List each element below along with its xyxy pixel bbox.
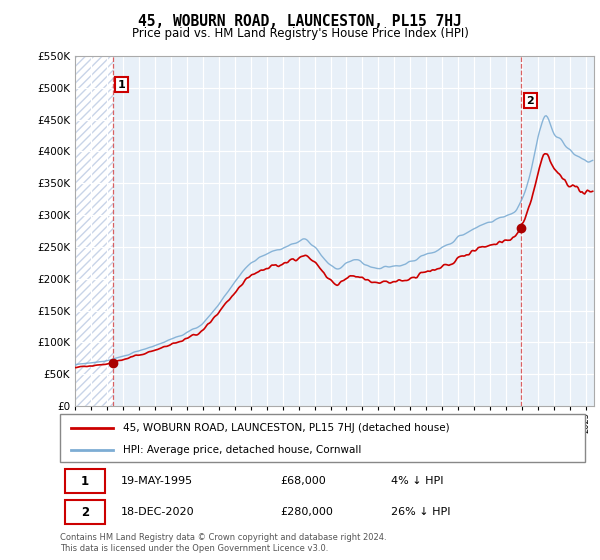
- Text: Price paid vs. HM Land Registry's House Price Index (HPI): Price paid vs. HM Land Registry's House …: [131, 27, 469, 40]
- Text: 2: 2: [526, 96, 534, 105]
- Text: HPI: Average price, detached house, Cornwall: HPI: Average price, detached house, Corn…: [123, 445, 361, 455]
- Text: 18-DEC-2020: 18-DEC-2020: [121, 507, 194, 517]
- Text: 1: 1: [81, 475, 89, 488]
- Text: £68,000: £68,000: [281, 476, 326, 486]
- Text: 1: 1: [118, 80, 125, 90]
- FancyBboxPatch shape: [60, 414, 585, 462]
- Text: 26% ↓ HPI: 26% ↓ HPI: [391, 507, 450, 517]
- FancyBboxPatch shape: [65, 500, 104, 524]
- Bar: [75, 50, 113, 406]
- Text: £280,000: £280,000: [281, 507, 334, 517]
- Text: 19-MAY-1995: 19-MAY-1995: [121, 476, 193, 486]
- Text: 45, WOBURN ROAD, LAUNCESTON, PL15 7HJ (detached house): 45, WOBURN ROAD, LAUNCESTON, PL15 7HJ (d…: [123, 423, 449, 433]
- Text: 45, WOBURN ROAD, LAUNCESTON, PL15 7HJ: 45, WOBURN ROAD, LAUNCESTON, PL15 7HJ: [138, 14, 462, 29]
- Text: Contains HM Land Registry data © Crown copyright and database right 2024.
This d: Contains HM Land Registry data © Crown c…: [60, 533, 386, 553]
- FancyBboxPatch shape: [65, 469, 104, 493]
- Text: 2: 2: [81, 506, 89, 519]
- Text: 4% ↓ HPI: 4% ↓ HPI: [391, 476, 443, 486]
